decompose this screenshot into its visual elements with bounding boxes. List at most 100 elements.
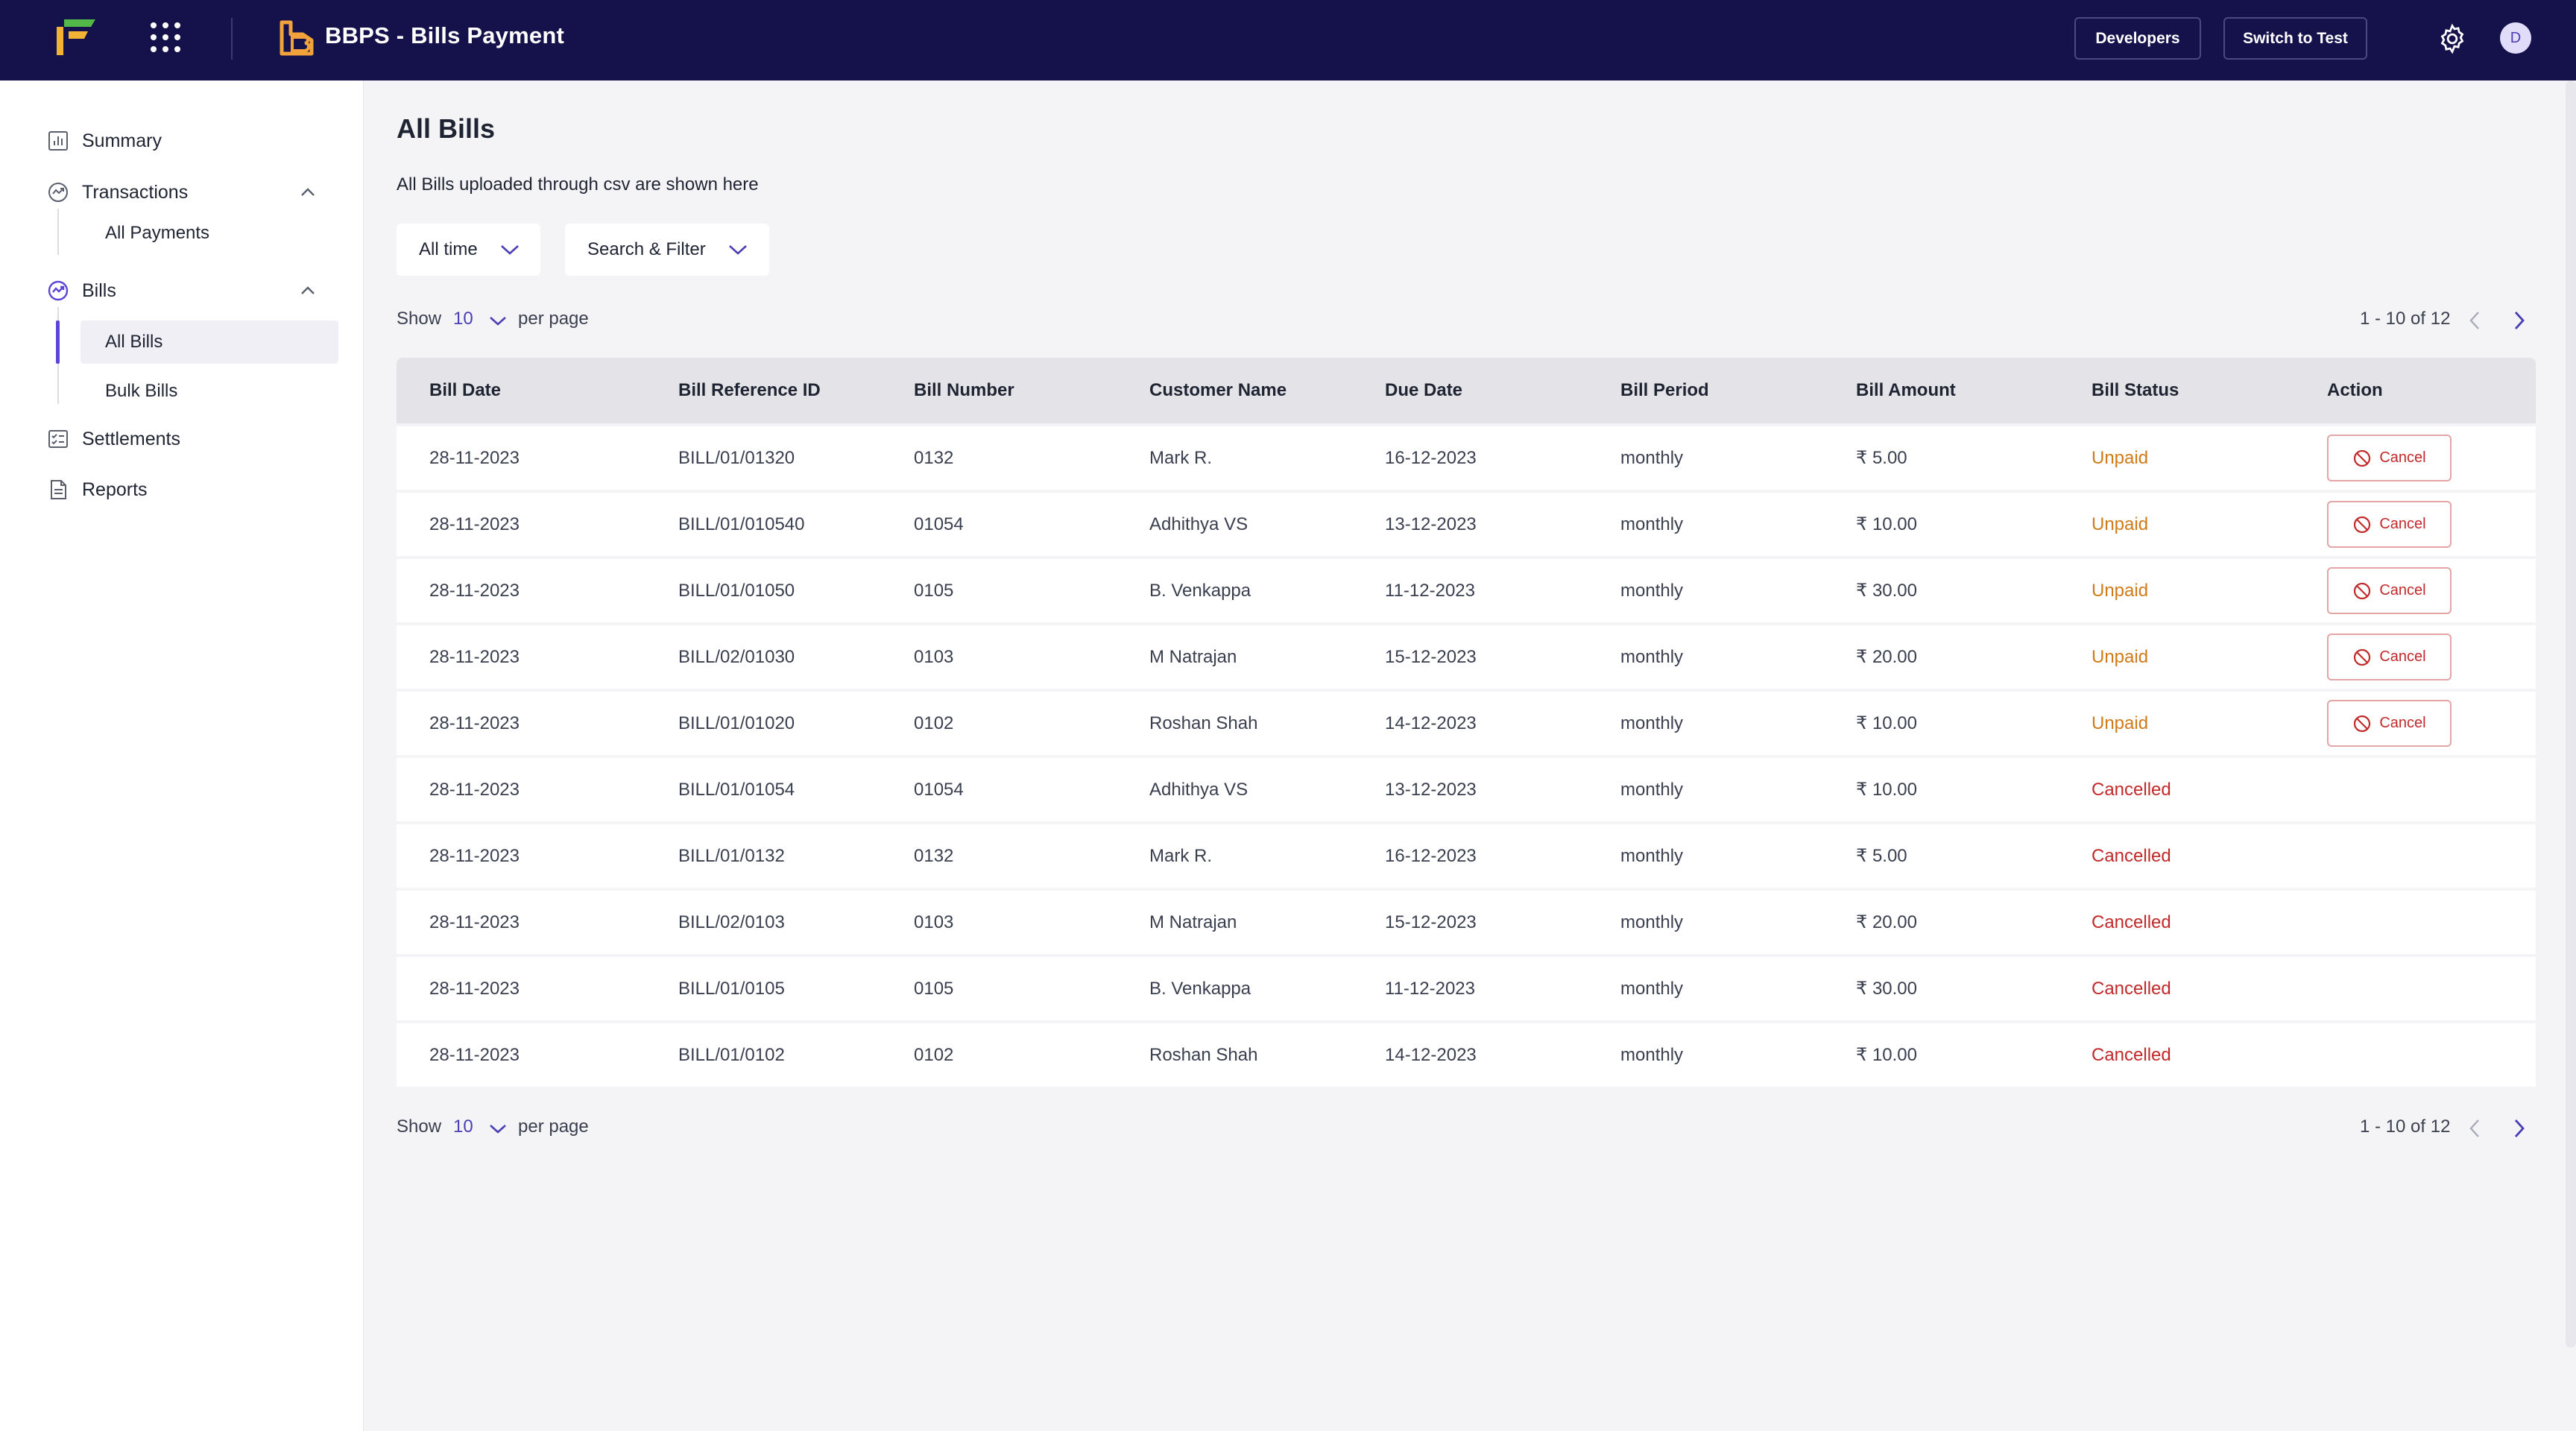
cancel-button[interactable]: Cancel	[2327, 700, 2452, 747]
bill-status-cell: Cancelled	[2092, 912, 2171, 932]
table-row[interactable]: 28-11-2023 BILL/01/01054 01054 Adhithya VS 1…	[397, 758, 2536, 821]
chevron-down-icon[interactable]	[487, 1122, 508, 1136]
page-range: 1 - 10 of 12	[2360, 1116, 2451, 1137]
bill-status-cell: Unpaid	[2092, 713, 2149, 733]
bill-number-cell: 0105	[914, 978, 954, 999]
table-row[interactable]: 28-11-2023 BILL/02/0103 0103 M Natrajan 15-1…	[397, 891, 2536, 954]
bill-amount-cell: ₹ 10.00	[1856, 713, 1917, 733]
bill-amount-cell: ₹ 20.00	[1856, 912, 1917, 932]
per-page-value[interactable]: 10	[453, 1116, 473, 1137]
bill-status-cell: Unpaid	[2092, 646, 2149, 667]
transactions-icon	[48, 183, 68, 202]
sidebar-subitem-all-bills[interactable]: All Bills	[80, 320, 338, 364]
per-page-value[interactable]: 10	[453, 309, 473, 329]
column-header[interactable]: Bill Status	[2092, 380, 2179, 400]
table-row[interactable]: 28-11-2023 BILL/01/01320 0132 Mark R. 16-12-…	[397, 426, 2536, 490]
customer-name-cell: Roshan Shah	[1149, 713, 1258, 733]
bill-date-cell: 28-11-2023	[429, 713, 520, 733]
column-header[interactable]: Bill Period	[1620, 380, 1709, 400]
time-filter-dropdown[interactable]: All time	[397, 224, 540, 276]
document-icon	[51, 480, 66, 499]
bill-reference-cell: BILL/01/0105	[678, 978, 785, 999]
bill-period-cell: monthly	[1620, 514, 1684, 534]
column-header[interactable]: Bill Amount	[1856, 380, 1956, 400]
bill-number-cell: 0102	[914, 713, 954, 733]
table-row[interactable]: 28-11-2023 BILL/01/01020 0102 Roshan Shah 14…	[397, 692, 2536, 755]
sidebar-item-summary[interactable]: Summary	[46, 124, 162, 158]
bill-amount-cell: ₹ 10.00	[1856, 1045, 1917, 1065]
due-date-cell: 11-12-2023	[1385, 580, 1475, 601]
bill-period-cell: monthly	[1620, 713, 1684, 733]
column-header[interactable]: Bill Date	[429, 380, 502, 400]
ban-icon	[2354, 582, 2371, 599]
customer-name-cell: Mark R.	[1149, 447, 1212, 468]
sidebar-item-reports[interactable]: Reports	[46, 473, 148, 507]
table-row[interactable]: 28-11-2023 BILL/01/010540 01054 Adhithya VS…	[397, 493, 2536, 556]
column-header[interactable]: Bill Reference ID	[678, 380, 821, 400]
bill-status-cell: Cancelled	[2092, 978, 2171, 999]
gear-icon[interactable]	[2436, 22, 2469, 55]
search-filter-dropdown[interactable]: Search & Filter	[565, 224, 769, 276]
due-date-cell: 16-12-2023	[1385, 845, 1477, 866]
bill-number-cell: 01054	[914, 779, 964, 800]
app-title: BBPS - Bills Payment	[325, 22, 564, 48]
due-date-cell: 14-12-2023	[1385, 1044, 1477, 1065]
sidebar-subitem-bulk-bills[interactable]: Bulk Bills	[105, 381, 178, 401]
bill-status-cell: Unpaid	[2092, 514, 2149, 534]
chevron-left-icon[interactable]	[2469, 1118, 2481, 1139]
bill-date-cell: 28-11-2023	[429, 1044, 520, 1065]
column-header[interactable]: Customer Name	[1149, 380, 1287, 400]
switch-to-test-button[interactable]: Switch to Test	[2223, 17, 2367, 60]
cancel-button[interactable]: Cancel	[2327, 501, 2452, 548]
active-indicator	[56, 320, 60, 364]
sidebar-item-settlements[interactable]: Settlements	[46, 422, 180, 456]
bill-period-cell: monthly	[1620, 646, 1684, 667]
action-cell: Cancel	[2294, 625, 2536, 689]
column-header[interactable]: Bill Number	[914, 380, 1014, 400]
bill-period-cell: monthly	[1620, 978, 1684, 999]
developers-button[interactable]: Developers	[2074, 17, 2201, 60]
main-content: All Bills All Bills uploaded through csv…	[364, 80, 2576, 1431]
sidebar-item-label: Summary	[82, 130, 162, 151]
cancel-button[interactable]: Cancel	[2327, 634, 2452, 680]
action-cell: Cancel	[2294, 559, 2536, 622]
column-header[interactable]: Due Date	[1385, 380, 1463, 400]
table-row[interactable]: 28-11-2023 BILL/01/0105 0105 B. Venkappa 11-…	[397, 957, 2536, 1020]
sidebar-item-label: Transactions	[82, 181, 189, 203]
customer-name-cell: Mark R.	[1149, 845, 1212, 866]
bill-reference-cell: BILL/01/0132	[678, 845, 785, 866]
chevron-left-icon[interactable]	[2469, 310, 2481, 331]
chevron-right-icon[interactable]	[2513, 310, 2525, 331]
sidebar-subitem-all-payments[interactable]: All Payments	[105, 223, 210, 243]
table-row[interactable]: 28-11-2023 BILL/01/01050 0105 B. Venkappa 11…	[397, 559, 2536, 622]
bill-number-cell: 01054	[914, 514, 964, 534]
chevron-down-icon[interactable]	[487, 315, 508, 328]
avatar[interactable]: D	[2500, 22, 2531, 54]
cancel-button[interactable]: Cancel	[2327, 567, 2452, 614]
sidebar-item-bills[interactable]: Bills	[46, 274, 116, 308]
bill-period-cell: monthly	[1620, 912, 1684, 932]
due-date-cell: 14-12-2023	[1385, 713, 1477, 733]
apps-grid-icon[interactable]	[151, 22, 180, 52]
cancel-button[interactable]: Cancel	[2327, 435, 2452, 481]
table-row[interactable]: 28-11-2023 BILL/01/0132 0132 Mark R. 16-12-2…	[397, 824, 2536, 888]
customer-name-cell: Roshan Shah	[1149, 1044, 1258, 1065]
bills-icon	[48, 280, 69, 301]
per-page-label: per page	[518, 309, 589, 329]
sidebar-item-label: Bills	[82, 279, 116, 301]
bill-reference-cell: BILL/01/01054	[678, 779, 795, 800]
brand-logo[interactable]	[54, 16, 98, 57]
customer-name-cell: Adhithya VS	[1149, 514, 1248, 534]
sidebar-item-transactions[interactable]: Transactions	[46, 175, 188, 209]
bill-reference-cell: BILL/01/01020	[678, 713, 795, 733]
scrollbar[interactable]	[2566, 80, 2576, 1348]
bill-number-cell: 0132	[914, 447, 954, 468]
chevron-right-icon[interactable]	[2513, 1118, 2525, 1139]
table-row[interactable]: 28-11-2023 BILL/02/01030 0103 M Natrajan 15-…	[397, 625, 2536, 689]
chevron-up-icon[interactable]	[298, 186, 318, 198]
table-row[interactable]: 28-11-2023 BILL/01/0102 0102 Roshan Shah 14-…	[397, 1023, 2536, 1087]
chevron-up-icon[interactable]	[298, 285, 318, 297]
cancel-label: Cancel	[2379, 648, 2426, 665]
sidebar-item-label: Reports	[82, 478, 148, 500]
bill-amount-cell: ₹ 30.00	[1856, 581, 1917, 601]
